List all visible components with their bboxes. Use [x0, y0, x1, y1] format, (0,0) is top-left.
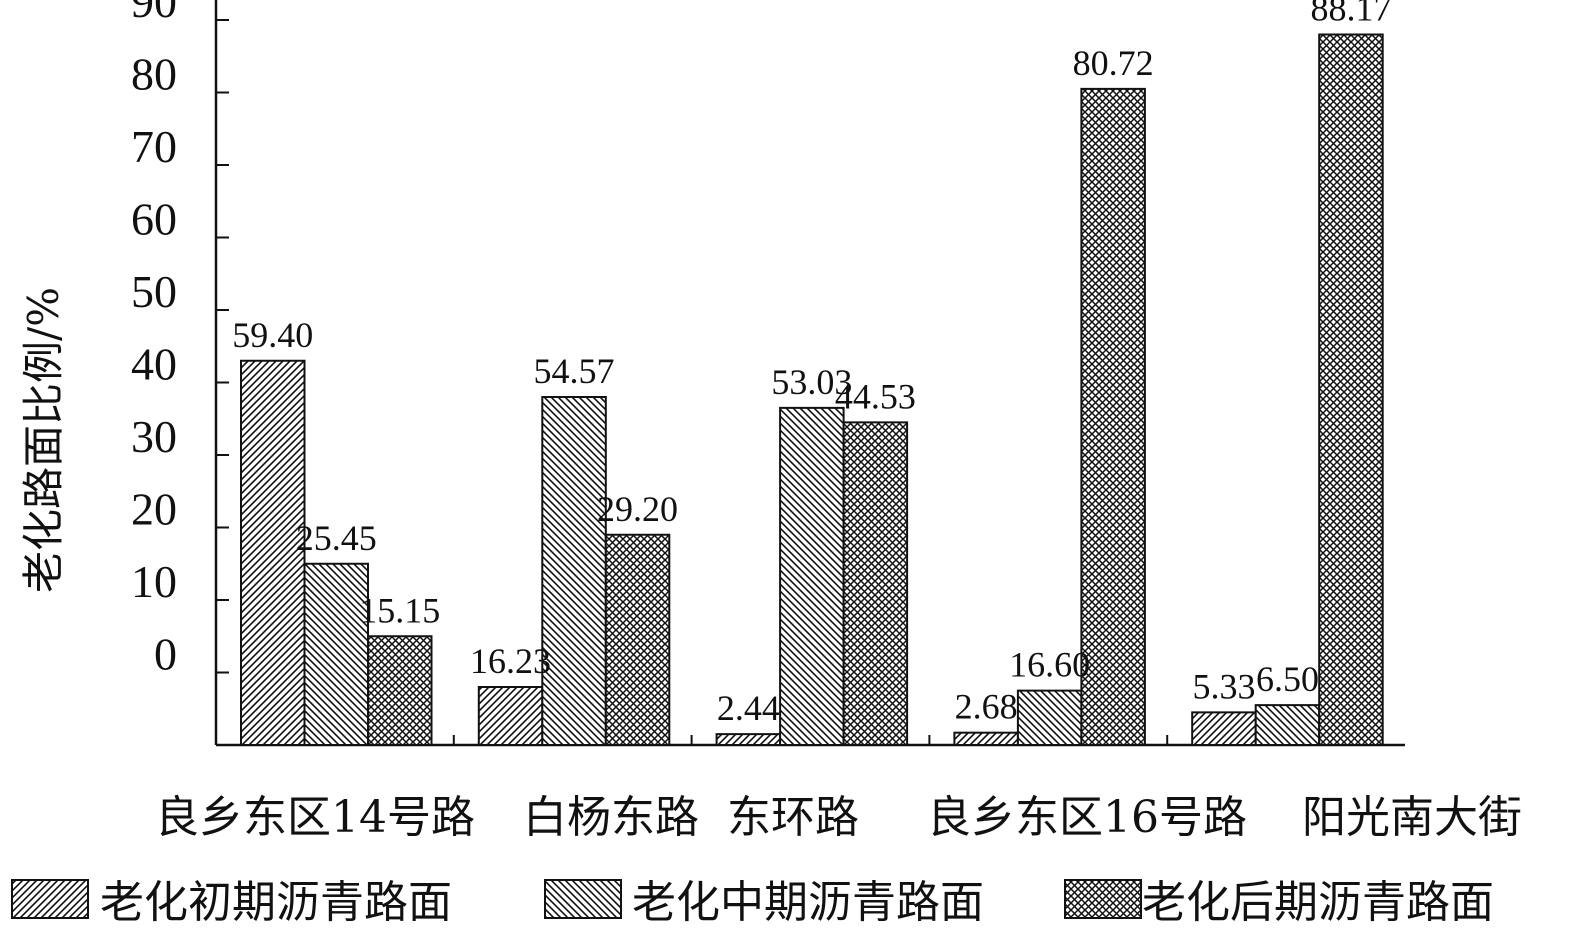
legend-swatch	[1064, 879, 1142, 919]
data-label: 15.15	[359, 590, 440, 630]
bar	[604, 533, 671, 746]
legend-label: 老化后期沥青路面	[1142, 877, 1494, 928]
y-tick-label: 90	[131, 0, 177, 27]
bar	[953, 731, 1019, 746]
y-axis-label: 老化路面比例/%	[19, 287, 68, 593]
bar	[1254, 704, 1321, 746]
data-label: 88.17	[1310, 0, 1391, 29]
legend-swatch	[11, 879, 89, 919]
bar	[240, 359, 306, 746]
bar	[367, 635, 433, 746]
bar	[842, 421, 909, 746]
y-tick-label: 0	[154, 629, 177, 680]
data-label: 80.72	[1073, 43, 1154, 83]
data-label: 16.23	[470, 641, 551, 681]
data-label: 54.57	[534, 351, 615, 391]
legend-swatch	[544, 879, 622, 919]
data-label: 2.68	[955, 687, 1018, 727]
legend-label: 老化中期沥青路面	[632, 877, 984, 928]
y-tick-label: 60	[131, 194, 177, 245]
category-label: 白杨东路	[523, 792, 699, 843]
category-label: 良乡东区16号路	[927, 792, 1247, 843]
bar	[715, 733, 782, 746]
y-tick-label: 50	[131, 266, 177, 317]
legend-label: 老化初期沥青路面	[100, 877, 452, 928]
data-label: 44.53	[835, 376, 916, 416]
data-label: 5.33	[1192, 666, 1255, 706]
category-label: 阳光南大街	[1302, 792, 1522, 843]
y-tick-label: 70	[131, 121, 177, 172]
bar	[1016, 689, 1083, 746]
category-label: 东环路	[727, 792, 859, 843]
bar	[541, 396, 607, 746]
y-tick-label: 10	[131, 556, 177, 607]
bar	[477, 686, 544, 746]
bar	[779, 406, 845, 746]
y-tick-label: 20	[131, 484, 177, 535]
data-label: 25.45	[296, 518, 377, 558]
data-label: 2.44	[717, 688, 780, 728]
data-label: 59.40	[232, 315, 313, 355]
y-tick-label: 40	[131, 339, 177, 390]
data-label: 6.50	[1256, 659, 1319, 699]
bar	[1191, 711, 1257, 746]
y-tick-label: 80	[131, 49, 177, 100]
bar	[1318, 33, 1384, 746]
data-label: 29.20	[597, 489, 678, 529]
data-label: 53.03	[771, 362, 852, 402]
y-tick-label: 30	[131, 411, 177, 462]
bar	[1080, 87, 1146, 746]
data-label: 16.60	[1009, 645, 1090, 685]
category-label: 良乡东区14号路	[155, 792, 475, 843]
